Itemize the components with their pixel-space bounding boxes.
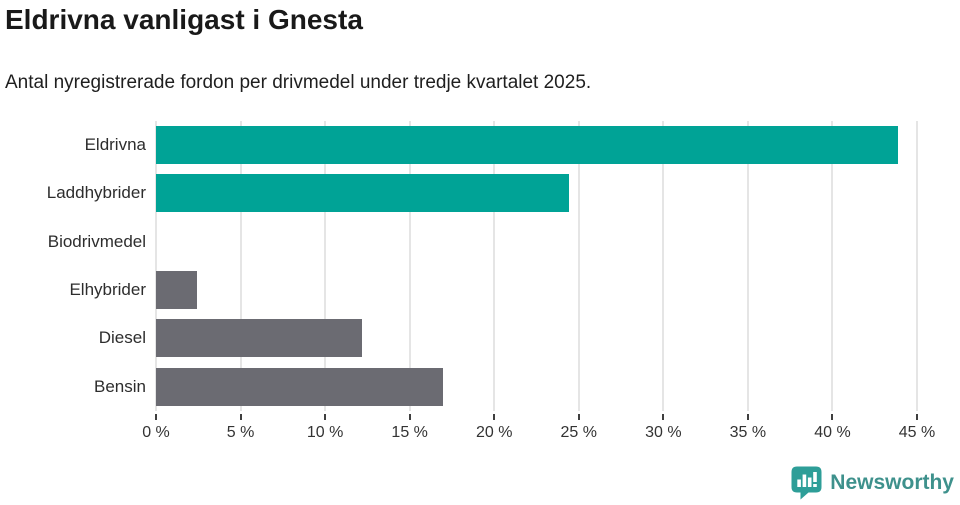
gridline-10 bbox=[324, 121, 327, 411]
tick-label-30: 30 % bbox=[645, 424, 682, 441]
tick-label-40: 40 % bbox=[814, 424, 851, 441]
bar-row-bensin bbox=[156, 363, 917, 411]
gridline-30 bbox=[662, 121, 665, 411]
chart-subtitle: Antal nyregistrerade fordon per drivmede… bbox=[5, 72, 592, 93]
tick-mark-15 bbox=[408, 414, 411, 420]
tick-label-45: 45 % bbox=[898, 424, 936, 441]
bar-row-diesel bbox=[156, 314, 917, 362]
gridline-15 bbox=[408, 121, 411, 411]
tick-mark-40 bbox=[831, 414, 834, 420]
gridline-35 bbox=[746, 121, 749, 411]
bar-row-laddhybrider bbox=[156, 169, 917, 217]
category-label-elhybrider: Elhybrider bbox=[69, 279, 146, 299]
category-label-biodrivmedel: Biodrivmedel bbox=[47, 231, 146, 251]
bar-laddhybrider bbox=[156, 174, 569, 213]
gridline-0 bbox=[155, 121, 157, 411]
chart-title: Eldrivna vanligast i Gnesta bbox=[5, 4, 363, 35]
gridline-40 bbox=[831, 121, 834, 411]
category-label-eldrivna: Eldrivna bbox=[84, 135, 146, 154]
tick-mark-10 bbox=[324, 414, 327, 420]
bar-bensin bbox=[156, 367, 444, 406]
bar-eldrivna bbox=[156, 126, 899, 165]
brand-name: Newsworthy bbox=[830, 471, 954, 494]
bar-row-biodrivmedel bbox=[156, 218, 917, 266]
tick-label-35: 35 % bbox=[729, 424, 767, 441]
category-label-diesel: Diesel bbox=[98, 328, 146, 348]
brand-footer: Newsworthy bbox=[791, 466, 954, 500]
bars bbox=[156, 121, 917, 411]
tick-label-20: 20 % bbox=[475, 424, 513, 441]
gridline-25 bbox=[577, 121, 580, 411]
tick-label-5: 5 % bbox=[226, 424, 255, 441]
category-label-laddhybrider: Laddhybrider bbox=[46, 183, 146, 203]
tick-label-0: 0 % bbox=[142, 424, 170, 441]
tick-mark-25 bbox=[577, 414, 580, 420]
tick-label-25: 25 % bbox=[560, 424, 597, 441]
bar-elhybrider bbox=[156, 271, 197, 310]
gridline-45 bbox=[916, 121, 918, 411]
plot-area bbox=[155, 121, 918, 411]
bar-row-eldrivna bbox=[156, 121, 917, 169]
tick-mark-5 bbox=[239, 414, 242, 420]
horizontal-bar-chart: Eldrivna Laddhybrider Biodrivmedel Elhybrid… bbox=[0, 121, 960, 451]
gridline-5 bbox=[239, 121, 242, 411]
tick-label-15: 15 % bbox=[391, 424, 428, 441]
category-label-bensin: Bensin bbox=[94, 376, 146, 396]
tick-label-10: 10 % bbox=[306, 424, 344, 441]
category-axis-labels: Eldrivna Laddhybrider Biodrivmedel Elhybrid… bbox=[0, 121, 146, 411]
bar-diesel bbox=[156, 319, 363, 358]
tick-mark-30 bbox=[662, 414, 665, 420]
tick-mark-45 bbox=[916, 414, 918, 420]
tick-mark-35 bbox=[746, 414, 749, 420]
bar-row-elhybrider bbox=[156, 266, 917, 314]
tick-mark-0 bbox=[155, 414, 157, 420]
newsworthy-logo-icon bbox=[791, 466, 822, 500]
tick-mark-20 bbox=[493, 414, 496, 420]
gridline-20 bbox=[493, 121, 496, 411]
